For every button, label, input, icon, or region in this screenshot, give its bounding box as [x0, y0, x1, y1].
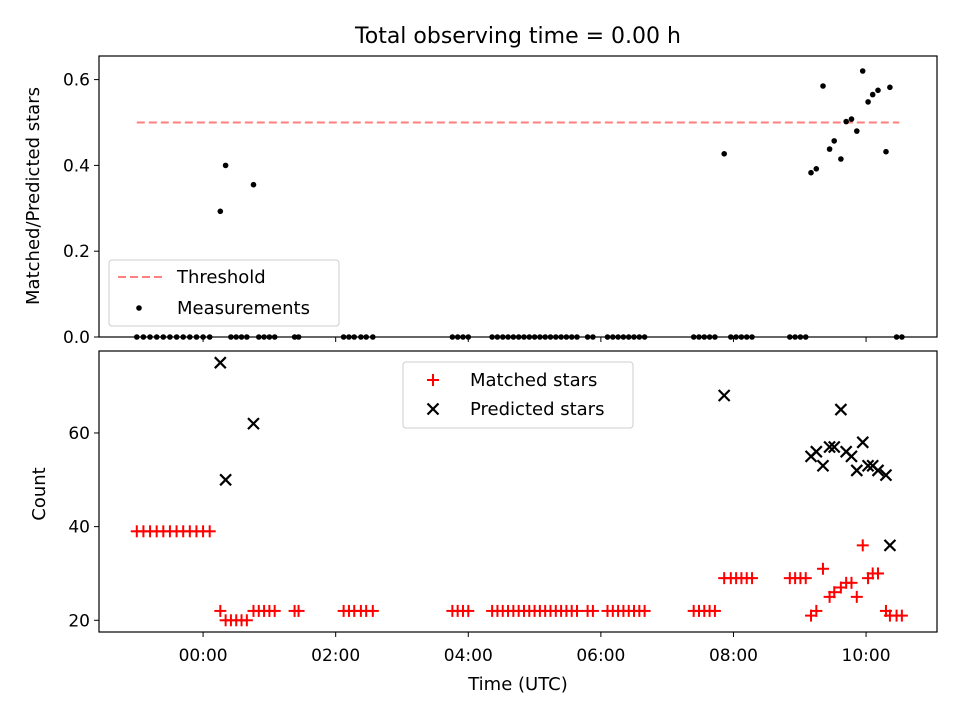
- measurement-point: [869, 91, 876, 98]
- ratio-legend: Threshold Measurements: [108, 259, 340, 327]
- matched-star-point: [799, 572, 812, 585]
- matched-star-point: [850, 590, 863, 603]
- legend-box: [108, 259, 340, 327]
- y-tick-label: 0.6: [63, 71, 90, 91]
- matched-star-point: [708, 604, 721, 617]
- measurement-point: [838, 156, 844, 162]
- predicted-star-point: [834, 403, 848, 416]
- predicted-star-point: [883, 539, 897, 552]
- matched-star-point: [203, 525, 216, 538]
- measurement-point: [813, 166, 820, 172]
- y-tick-label: 60: [68, 424, 90, 444]
- count-marks: [130, 356, 908, 627]
- y-tick-label: 20: [68, 611, 90, 631]
- legend-predicted-label: Predicted stars: [470, 399, 604, 420]
- predicted-star-point: [214, 356, 227, 369]
- legend-predicted-swatch: [426, 402, 440, 416]
- predicted-star-point: [845, 450, 858, 463]
- x-axis-label: Time (UTC): [467, 674, 568, 695]
- measurement-point: [831, 138, 837, 144]
- x-tick-label: 06:00: [576, 646, 625, 666]
- matched-star-point: [746, 572, 759, 585]
- predicted-star-point: [219, 473, 232, 487]
- matched-star-point: [214, 604, 227, 617]
- predicted-star-point: [856, 436, 870, 449]
- predicted-star-point: [827, 440, 841, 454]
- predicted-star-point: [871, 464, 885, 477]
- measurement-point: [865, 99, 871, 105]
- predicted-star-point: [816, 459, 830, 473]
- matched-star-point: [810, 604, 823, 617]
- y-tick-label: 40: [68, 518, 90, 538]
- measurement-point: [808, 169, 814, 176]
- predicted-star-point: [810, 445, 823, 458]
- predicted-star-point: [861, 459, 875, 473]
- matched-star-point: [586, 604, 599, 617]
- measurement-point: [854, 128, 860, 134]
- y-tick-label: 0.2: [63, 242, 90, 262]
- x-tick-label: 02:00: [311, 646, 360, 666]
- ratio-axes-frame: [98, 55, 938, 338]
- legend-box: [402, 361, 634, 429]
- ratio-panel: 0.0 0.2 0.4 0.6 Matched/Predicted stars Thr…: [23, 55, 938, 348]
- x-tick-label: 10:00: [842, 646, 891, 666]
- chart-title: Total observing time = 0.00 h: [354, 24, 681, 49]
- legend-matched-swatch: [427, 374, 439, 386]
- matched-star-point: [462, 604, 475, 617]
- measurement-point: [843, 118, 849, 125]
- count-panel: 20 40 60 00:00 02:00 04:00 06:00 08:00 10:00 Co…: [29, 350, 938, 695]
- measurement-point: [250, 181, 257, 188]
- matched-star-point: [828, 586, 841, 599]
- matched-star-point: [638, 604, 651, 617]
- y-tick-label: 0.0: [63, 328, 90, 348]
- predicted-star-point: [879, 468, 893, 482]
- predicted-star-point: [247, 417, 260, 430]
- measurement-point: [826, 146, 833, 152]
- legend-threshold-label: Threshold: [176, 267, 266, 288]
- x-tick-label: 08:00: [709, 646, 758, 666]
- measurement-point: [820, 83, 826, 89]
- predicted-star-point: [850, 464, 864, 477]
- legend-measurements-label: Measurements: [177, 298, 310, 319]
- legend-measurements-swatch: [136, 305, 142, 311]
- y-tick-label: 0.4: [63, 156, 90, 176]
- measurement-point: [883, 148, 889, 155]
- x-tick-label: 04:00: [444, 646, 493, 666]
- matched-star-point: [268, 604, 281, 617]
- ratio-y-axis-label: Matched/Predicted stars: [23, 87, 44, 305]
- matched-star-point: [871, 567, 884, 580]
- measurement-point: [217, 208, 224, 215]
- matched-star-point: [895, 609, 908, 622]
- matched-star-point: [292, 604, 305, 617]
- matched-star-point: [845, 576, 858, 589]
- measurement-point: [887, 84, 893, 91]
- measurement-point: [875, 87, 881, 94]
- count-axes-frame: [98, 350, 938, 633]
- count-y-axis-label: Count: [29, 467, 50, 520]
- legend-matched-label: Matched stars: [470, 370, 597, 391]
- x-tick-label: 00:00: [179, 646, 228, 666]
- predicted-star-point: [823, 440, 836, 454]
- count-legend: Matched stars Predicted stars: [402, 361, 634, 429]
- matched-star-point: [856, 539, 869, 552]
- matched-star-point: [240, 614, 253, 627]
- matched-star-point: [366, 604, 379, 617]
- matched-star-point: [571, 604, 584, 617]
- measurement-point: [848, 116, 855, 122]
- ratio-marks: [134, 68, 905, 340]
- predicted-star-point: [717, 389, 731, 402]
- measurement-point: [222, 162, 229, 169]
- measurement-point: [859, 68, 866, 74]
- measurement-point: [721, 151, 727, 157]
- matched-star-point: [816, 562, 829, 575]
